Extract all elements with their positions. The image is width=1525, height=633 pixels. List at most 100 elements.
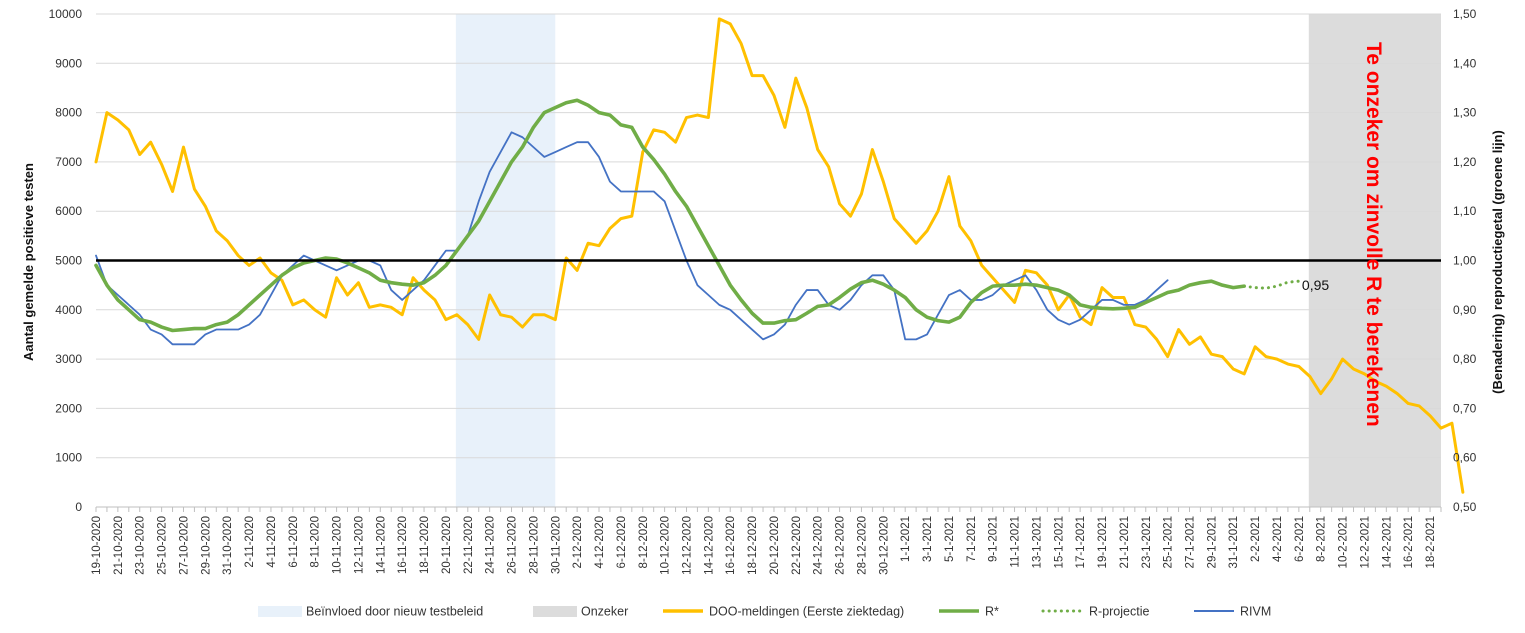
x-tick-label: 16-11-2020 [397, 516, 409, 574]
series-line-rivm [95, 131, 1169, 346]
legend-item: Onzeker [533, 605, 628, 619]
x-tick-label: 16-12-2020 [725, 516, 737, 575]
y-left-tick-label: 8000 [55, 106, 82, 120]
legend-label: Beïnvloed door nieuw testbeleid [306, 605, 483, 619]
x-tick-label: 18-12-2020 [747, 516, 759, 575]
legend-item: R-projectie [1041, 605, 1149, 619]
x-tick-label: 2-2-2021 [1250, 516, 1262, 562]
x-tick-label: 29-10-2020 [200, 516, 212, 575]
legend-swatch [533, 606, 577, 617]
legend-label: Onzeker [581, 605, 628, 619]
y-right-tick-label: 0,50 [1453, 500, 1477, 514]
x-tick-label: 20-11-2020 [441, 516, 453, 574]
legend-label: DOO-meldingen (Eerste ziektedag) [709, 605, 904, 619]
x-tick-label: 8-11-2020 [310, 516, 322, 568]
y-left-tick-label: 2000 [55, 401, 82, 415]
y-right-tick-label: 1,40 [1453, 56, 1477, 70]
y-right-tick-label: 1,50 [1453, 7, 1477, 21]
y-right-tick-label: 1,20 [1453, 155, 1477, 169]
x-tick-label: 10-12-2020 [660, 516, 672, 575]
x-tick-label: 27-1-2021 [1185, 516, 1197, 568]
y-left-tick-label: 9000 [55, 56, 82, 70]
y-right-tick-label: 1,10 [1453, 204, 1477, 218]
x-tick-label: 4-2-2021 [1272, 516, 1284, 562]
y-right-tick-label: 0,60 [1453, 451, 1477, 465]
axes [95, 506, 1442, 512]
x-tick-label: 18-11-2020 [419, 516, 431, 574]
x-tick-label: 14-11-2020 [375, 516, 387, 574]
legend-item: Beïnvloed door nieuw testbeleid [258, 605, 483, 619]
x-tick-label: 15-1-2021 [1053, 516, 1065, 568]
y-axis-right-title: (Benadering) reproductiegetal (groene li… [1490, 130, 1505, 394]
y-right-tick-label: 1,00 [1453, 254, 1477, 268]
y-left-tick-label: 10000 [49, 7, 83, 21]
x-tick-label: 8-2-2021 [1316, 516, 1328, 562]
x-tick-label: 2-11-2020 [244, 516, 256, 568]
y-right-tick-label: 1,30 [1453, 106, 1477, 120]
legend: Beïnvloed door nieuw testbeleid Onzeker DO… [258, 605, 1271, 619]
series-line-r-star [94, 98, 1246, 333]
y-right-tick-label: 0,90 [1453, 303, 1477, 317]
annotation-r-value: 0,95 [1302, 277, 1329, 293]
legend-item: DOO-meldingen (Eerste ziektedag) [663, 605, 904, 619]
x-tick-label: 23-1-2021 [1141, 516, 1153, 568]
x-tick-label: 26-11-2020 [507, 516, 519, 574]
x-tick-label: 10-11-2020 [332, 516, 344, 574]
x-tick-label: 17-1-2021 [1075, 516, 1087, 568]
x-tick-label: 20-12-2020 [769, 516, 781, 575]
x-tick-label: 2-12-2020 [572, 516, 584, 568]
legend-swatch [258, 606, 302, 617]
legend-item: RIVM [1194, 605, 1271, 619]
x-tick-label: 25-1-2021 [1163, 516, 1175, 568]
y-right-tick-label: 0,80 [1453, 352, 1477, 366]
x-tick-label: 5-1-2021 [944, 516, 956, 562]
y-left-tick-label: 1000 [55, 451, 82, 465]
series-line-doo [94, 17, 1465, 494]
x-tick-label: 21-1-2021 [1119, 516, 1131, 568]
y-left-tick-label: 6000 [55, 204, 82, 218]
x-tick-label: 18-2-2021 [1425, 516, 1437, 568]
x-tick-label: 4-12-2020 [594, 516, 606, 568]
x-tick-label: 19-1-2021 [1097, 516, 1109, 568]
x-tick-label: 31-10-2020 [222, 516, 234, 575]
legend-label: R-projectie [1089, 605, 1149, 619]
data-series [94, 17, 1465, 494]
gridlines [96, 13, 1441, 459]
x-tick-label: 23-10-2020 [135, 516, 147, 575]
legend-label: RIVM [1240, 605, 1271, 619]
x-tick-label: 3-1-2021 [922, 516, 934, 562]
x-tick-label: 22-11-2020 [463, 516, 475, 574]
x-tick-label: 8-12-2020 [638, 516, 650, 568]
x-tick-label: 30-12-2020 [878, 516, 890, 575]
x-tick-label: 26-12-2020 [835, 516, 847, 575]
annotations: Aantal gemelde positieve testen (Benader… [21, 42, 1505, 427]
annotation-uncertain-text: Te onzeker om zinvolle R te berekenen [1362, 42, 1385, 427]
x-tick-label: 24-11-2020 [485, 516, 497, 574]
x-tick-label: 12-11-2020 [353, 516, 365, 574]
legend-label: R* [985, 605, 999, 619]
x-tick-label: 1-1-2021 [900, 516, 912, 562]
x-tick-label: 29-1-2021 [1206, 516, 1218, 568]
x-tick-label: 6-12-2020 [616, 516, 628, 568]
x-tick-label: 12-2-2021 [1359, 516, 1371, 568]
x-tick-label: 6-11-2020 [288, 516, 300, 568]
series-line-r-projectie [1242, 279, 1301, 290]
x-tick-label: 6-2-2021 [1294, 516, 1306, 562]
x-tick-label: 10-2-2021 [1338, 516, 1350, 568]
y-axis-left-title: Aantal gemelde positieve testen [21, 163, 36, 361]
x-tick-label: 14-2-2021 [1381, 516, 1393, 568]
x-tick-label: 24-12-2020 [813, 516, 825, 575]
x-tick-label: 22-12-2020 [791, 516, 803, 575]
x-tick-label: 31-1-2021 [1228, 516, 1240, 568]
y-right-tick-label: 0,70 [1453, 401, 1477, 415]
x-tick-label: 27-10-2020 [178, 516, 190, 575]
y-left-tick-label: 4000 [55, 303, 82, 317]
y-left-tick-label: 3000 [55, 352, 82, 366]
x-tick-label: 21-10-2020 [113, 516, 125, 575]
y-left-tick-label: 0 [75, 500, 82, 514]
y-left-tick-label: 7000 [55, 155, 82, 169]
x-tick-label: 12-12-2020 [681, 516, 693, 575]
x-tick-label: 16-2-2021 [1403, 516, 1415, 568]
x-tick-label: 14-12-2020 [703, 516, 715, 575]
